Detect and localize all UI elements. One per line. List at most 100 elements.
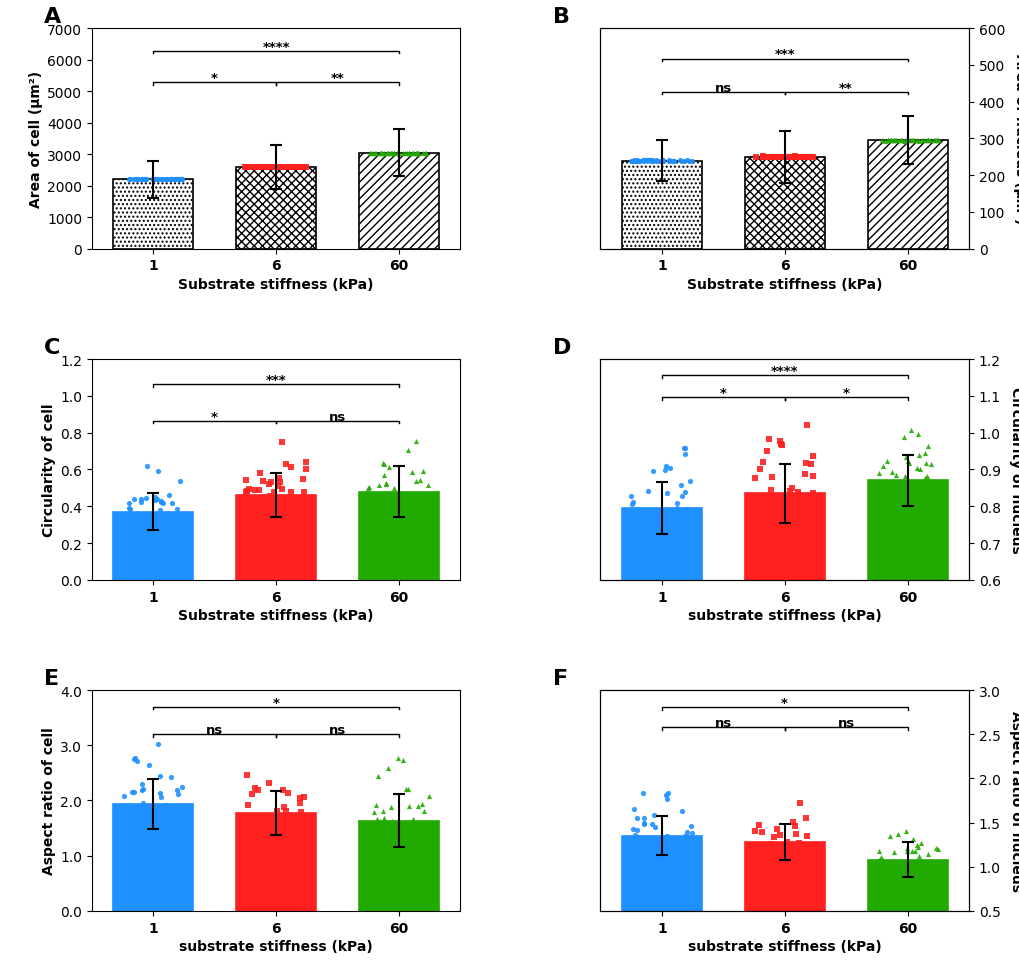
Point [640, 513, 656, 528]
Point [260, 160, 276, 175]
Point [386, 145, 403, 161]
Point [281, 807, 298, 823]
Point [772, 437, 789, 453]
Point [400, 145, 417, 161]
Point [128, 172, 145, 188]
Point [272, 160, 288, 175]
Point [777, 494, 794, 510]
Point [770, 844, 787, 860]
Point [244, 787, 260, 802]
Point [871, 508, 888, 523]
Point [677, 484, 693, 500]
Point [388, 145, 405, 161]
Point [678, 825, 694, 840]
Point [240, 797, 257, 813]
Point [639, 153, 655, 169]
Point [910, 869, 926, 885]
Point [630, 502, 646, 517]
Point [927, 840, 944, 856]
Point [416, 509, 432, 524]
Point [919, 473, 935, 488]
Point [763, 470, 780, 485]
Point [638, 153, 654, 169]
Point [771, 840, 788, 856]
Point [136, 781, 152, 797]
Point [898, 856, 914, 871]
Point [672, 832, 688, 848]
Point [281, 829, 298, 845]
Point [261, 829, 277, 845]
Point [870, 843, 887, 859]
Point [152, 768, 168, 784]
Text: ns: ns [206, 724, 223, 736]
Point [631, 154, 647, 170]
Point [174, 172, 191, 188]
Point [237, 484, 254, 500]
Point [404, 498, 420, 514]
Point [247, 160, 263, 175]
Point [159, 172, 175, 188]
Point [148, 805, 164, 821]
Point [412, 473, 428, 488]
X-axis label: Substrate stiffness (kPa): Substrate stiffness (kPa) [178, 277, 374, 292]
Point [897, 860, 913, 875]
Point [664, 154, 681, 170]
Point [657, 788, 674, 803]
Point [274, 838, 290, 854]
Point [279, 160, 296, 175]
Text: ****: **** [262, 41, 289, 53]
Point [275, 783, 291, 798]
Point [923, 506, 940, 521]
Point [911, 855, 927, 870]
Point [383, 847, 399, 862]
Point [921, 488, 937, 504]
Point [289, 160, 306, 175]
Point [154, 172, 170, 188]
Point [783, 150, 799, 166]
Point [756, 860, 772, 875]
Point [394, 145, 411, 161]
Point [754, 150, 770, 166]
Point [804, 150, 820, 166]
Point [629, 810, 645, 826]
Bar [622, 836, 701, 911]
Point [786, 150, 802, 166]
Point [674, 803, 690, 819]
Point [294, 472, 311, 487]
Point [135, 519, 151, 535]
Point [161, 172, 177, 188]
Point [260, 815, 276, 830]
Point [879, 903, 896, 919]
Point [676, 502, 692, 517]
Point [139, 459, 155, 475]
Point [906, 507, 922, 522]
Point [758, 150, 774, 166]
Text: C: C [44, 337, 60, 358]
Point [397, 781, 414, 797]
Point [767, 866, 784, 882]
Point [804, 449, 820, 464]
Point [164, 513, 180, 528]
Point [415, 497, 431, 513]
Point [876, 871, 893, 887]
Point [635, 815, 651, 830]
Point [250, 809, 266, 825]
Point [238, 160, 255, 175]
Point [678, 828, 694, 843]
Bar [867, 860, 947, 911]
Point [273, 818, 289, 833]
Point [238, 473, 255, 488]
Point [789, 543, 805, 558]
Point [412, 487, 428, 503]
Point [759, 150, 775, 166]
Point [772, 438, 789, 453]
Point [637, 153, 653, 169]
Point [376, 811, 392, 827]
Point [794, 149, 810, 165]
Point [666, 853, 683, 868]
Point [372, 145, 388, 161]
Point [138, 172, 154, 188]
Point [414, 513, 430, 528]
Point [676, 441, 692, 456]
Point [800, 150, 816, 166]
